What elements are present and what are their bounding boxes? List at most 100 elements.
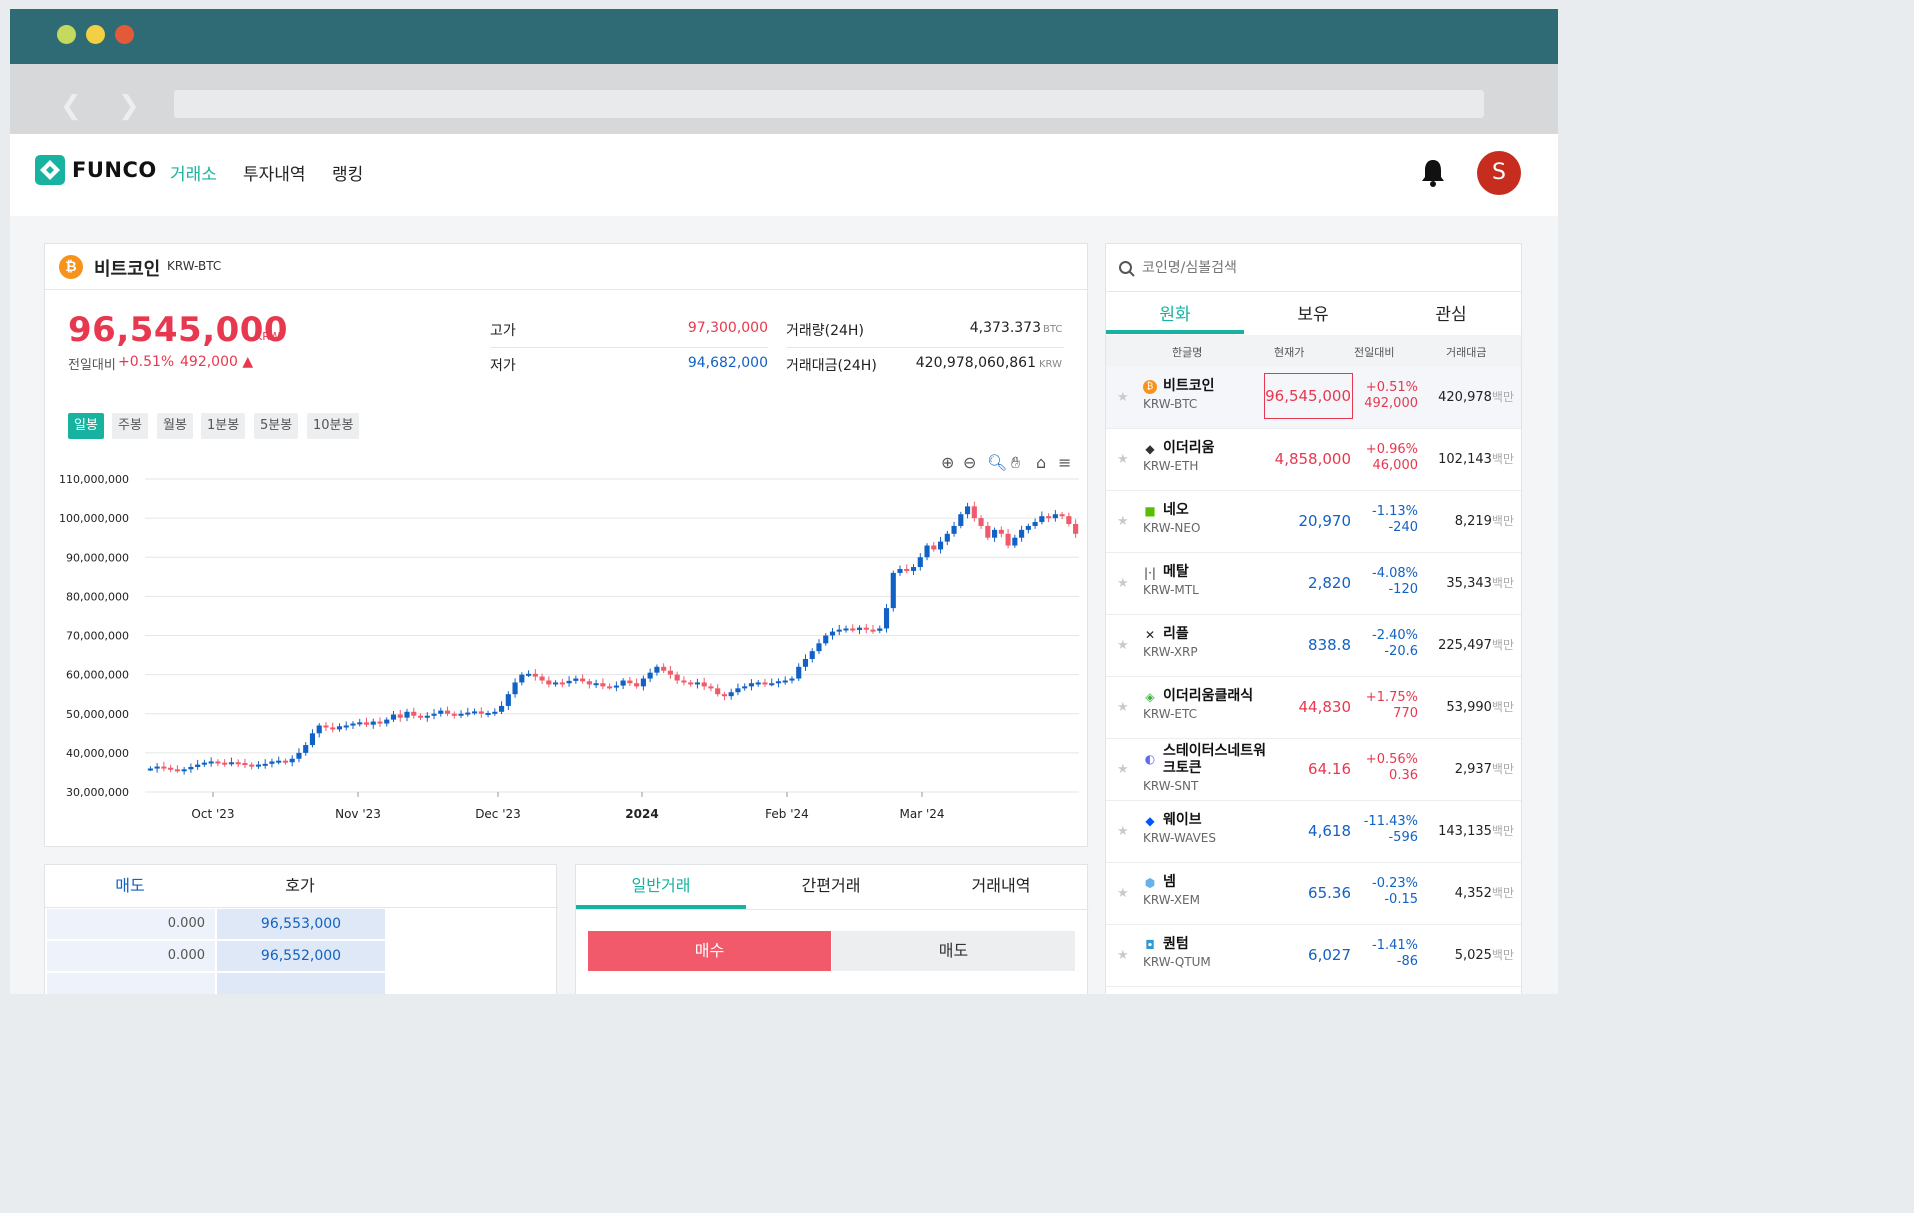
star-icon[interactable]: ★ (1117, 390, 1129, 405)
market-row[interactable]: ★ ✕ 리플 KRW-XRP 838.8 -2.40% -20.6 225,497백만 (1106, 615, 1521, 677)
candle-body (904, 568, 910, 571)
minimize-button[interactable] (86, 25, 105, 44)
menu-ranking[interactable]: 랭킹 (332, 165, 364, 185)
coin-name: 넴 (1163, 874, 1176, 890)
zoom-in-icon[interactable]: ⊕ (941, 453, 955, 472)
orderbook-price-cell[interactable] (217, 973, 385, 994)
price-chart[interactable]: 110,000,000 100,000,000 90,000,000 80,000,0… (45, 469, 1088, 839)
candle-body (728, 692, 734, 697)
market-row[interactable]: ★ ₿ 비트코인 KRW-BTC 96,545,000 +0.51% 492,000 420,… (1106, 367, 1521, 429)
orderbook-panel: 매도 호가 0.000 96,553,000 0.000 96,552,000 (44, 864, 558, 994)
col-name[interactable]: 한글명 (1172, 346, 1203, 359)
close-button[interactable] (57, 25, 76, 44)
candle-body (667, 670, 673, 675)
coin-volume: 420,978백만 (1438, 388, 1514, 405)
star-icon[interactable]: ★ (1117, 576, 1129, 591)
menu-icon[interactable]: ≡ (1058, 453, 1072, 472)
col-change[interactable]: 전일대비 (1354, 346, 1395, 359)
candle-body (303, 745, 309, 753)
candle-body (424, 715, 430, 718)
coin-symbol: KRW-BTC (1143, 397, 1198, 411)
market-row[interactable]: ★ ■ 네오 KRW-NEO 20,970 -1.13% -240 8,219백만 (1106, 491, 1521, 553)
period-daily[interactable]: 일봉 (68, 413, 104, 439)
orderbook-tab-sell[interactable]: 매도 (115, 876, 145, 895)
candle-body (357, 722, 363, 725)
star-icon[interactable]: ★ (1117, 514, 1129, 529)
volume-unit: 백만 (1491, 824, 1514, 838)
home-icon[interactable]: ⌂ (1036, 453, 1047, 472)
candle-body (282, 760, 289, 763)
y-tick-label: 50,000,000 (66, 708, 129, 721)
candle-body (1005, 533, 1011, 546)
volume-unit: 백만 (1491, 638, 1514, 652)
col-volume[interactable]: 거래대금 (1446, 346, 1487, 359)
candle-body (721, 694, 728, 697)
star-icon[interactable]: ★ (1117, 452, 1129, 467)
search-input[interactable] (1142, 257, 1502, 279)
candle-body (276, 760, 282, 763)
address-bar[interactable] (174, 90, 1484, 118)
coin-price: 2,820 (1308, 574, 1351, 592)
coin-detail-panel: ₿ 비트코인 KRW-BTC 96,545,000 KRW 전일대비 +0.51… (44, 243, 1088, 847)
market-row[interactable]: ★ ◆ 웨이브 KRW-WAVES 4,618 -11.43% -596 143,135백만 (1106, 801, 1521, 863)
coin-symbol: KRW-WAVES (1143, 831, 1217, 845)
star-icon[interactable]: ★ (1117, 762, 1129, 777)
logo-text[interactable]: FUNCO (72, 158, 157, 182)
tab-holdings[interactable]: 보유 (1297, 305, 1329, 325)
metal-icon: |·| (1144, 566, 1156, 580)
market-row[interactable]: ★ ◘ 퀀텀 KRW-QTUM 6,027 -1.41% -86 5,025백만 (1106, 925, 1521, 987)
period-1min[interactable]: 1분봉 (201, 413, 246, 439)
maximize-button[interactable] (115, 25, 134, 44)
market-row[interactable]: ★ ◆ 이더리움 KRW-ETH 4,858,000 +0.96% 46,000 102,14… (1106, 429, 1521, 491)
high-label: 고가 (490, 323, 516, 339)
period-weekly[interactable]: 주봉 (112, 413, 148, 439)
forward-arrow-icon[interactable]: ❯ (118, 91, 140, 121)
funco-logo-icon[interactable] (35, 155, 65, 185)
volume-unit: 백만 (1491, 390, 1514, 404)
bell-icon[interactable] (1420, 158, 1446, 188)
candle-body (715, 688, 721, 695)
selected-price-highlight (1264, 373, 1353, 419)
candle-body (195, 764, 201, 767)
candle-body (390, 714, 397, 720)
period-monthly[interactable]: 월봉 (157, 413, 193, 439)
orderbook-price[interactable]: 96,553,000 (217, 909, 385, 939)
tab-simple-trade[interactable]: 간편거래 (801, 876, 861, 895)
nem-icon: ⬢ (1144, 876, 1156, 890)
market-column-header: 한글명 현재가 전일대비 거래대금 (1106, 335, 1521, 367)
candle-body (735, 688, 741, 693)
star-icon[interactable]: ★ (1117, 948, 1129, 963)
search-box[interactable] (1106, 244, 1521, 292)
tab-normal-trade[interactable]: 일반거래 (631, 876, 691, 895)
zoom-out-icon[interactable]: ⊖ (963, 453, 977, 472)
market-row[interactable]: ★ ⬢ 넴 KRW-XEM 65.36 -0.23% -0.15 4,352백만 (1106, 863, 1521, 925)
pan-hand-icon[interactable]: ✋︎ (1011, 453, 1021, 472)
col-price[interactable]: 현재가 (1274, 346, 1305, 359)
x-tick-label: Oct '23 (191, 807, 234, 821)
waves-icon: ◆ (1145, 814, 1155, 828)
star-icon[interactable]: ★ (1117, 638, 1129, 653)
tab-krw[interactable]: 원화 (1159, 305, 1191, 325)
candle-body (336, 726, 343, 730)
star-icon[interactable]: ★ (1117, 824, 1129, 839)
sell-button[interactable]: 매도 (832, 931, 1075, 971)
avatar[interactable]: S (1477, 151, 1521, 195)
orderbook-tab-price[interactable]: 호가 (285, 876, 315, 895)
buy-button[interactable]: 매수 (588, 931, 831, 971)
tab-favorites[interactable]: 관심 (1435, 305, 1467, 325)
period-5min[interactable]: 5분봉 (254, 413, 299, 439)
menu-exchange[interactable]: 거래소 (170, 165, 217, 185)
coin-change-percent: -0.23% (1372, 876, 1418, 891)
zoom-select-icon[interactable]: 🔍︎ (987, 453, 1008, 472)
back-arrow-icon[interactable]: ❮ (60, 91, 82, 121)
star-icon[interactable]: ★ (1117, 886, 1129, 901)
coin-name: 퀀텀 (1163, 936, 1189, 952)
market-row[interactable]: ★ |·| 메탈 KRW-MTL 2,820 -4.08% -120 35,343백만 (1106, 553, 1521, 615)
orderbook-price[interactable]: 96,552,000 (217, 941, 385, 971)
market-row[interactable]: ★ ◐ 스테이터스네트워크토큰 KRW-SNT 64.16 +0.56% 0.36 2,937… (1106, 739, 1521, 801)
tab-trade-history[interactable]: 거래내역 (971, 876, 1031, 895)
menu-investments[interactable]: 투자내역 (243, 165, 306, 185)
market-row[interactable]: ★ ◈ 이더리움클래식 KRW-ETC 44,830 +1.75% 770 53,990백만 (1106, 677, 1521, 739)
period-10min[interactable]: 10분봉 (307, 413, 360, 439)
star-icon[interactable]: ★ (1117, 700, 1129, 715)
